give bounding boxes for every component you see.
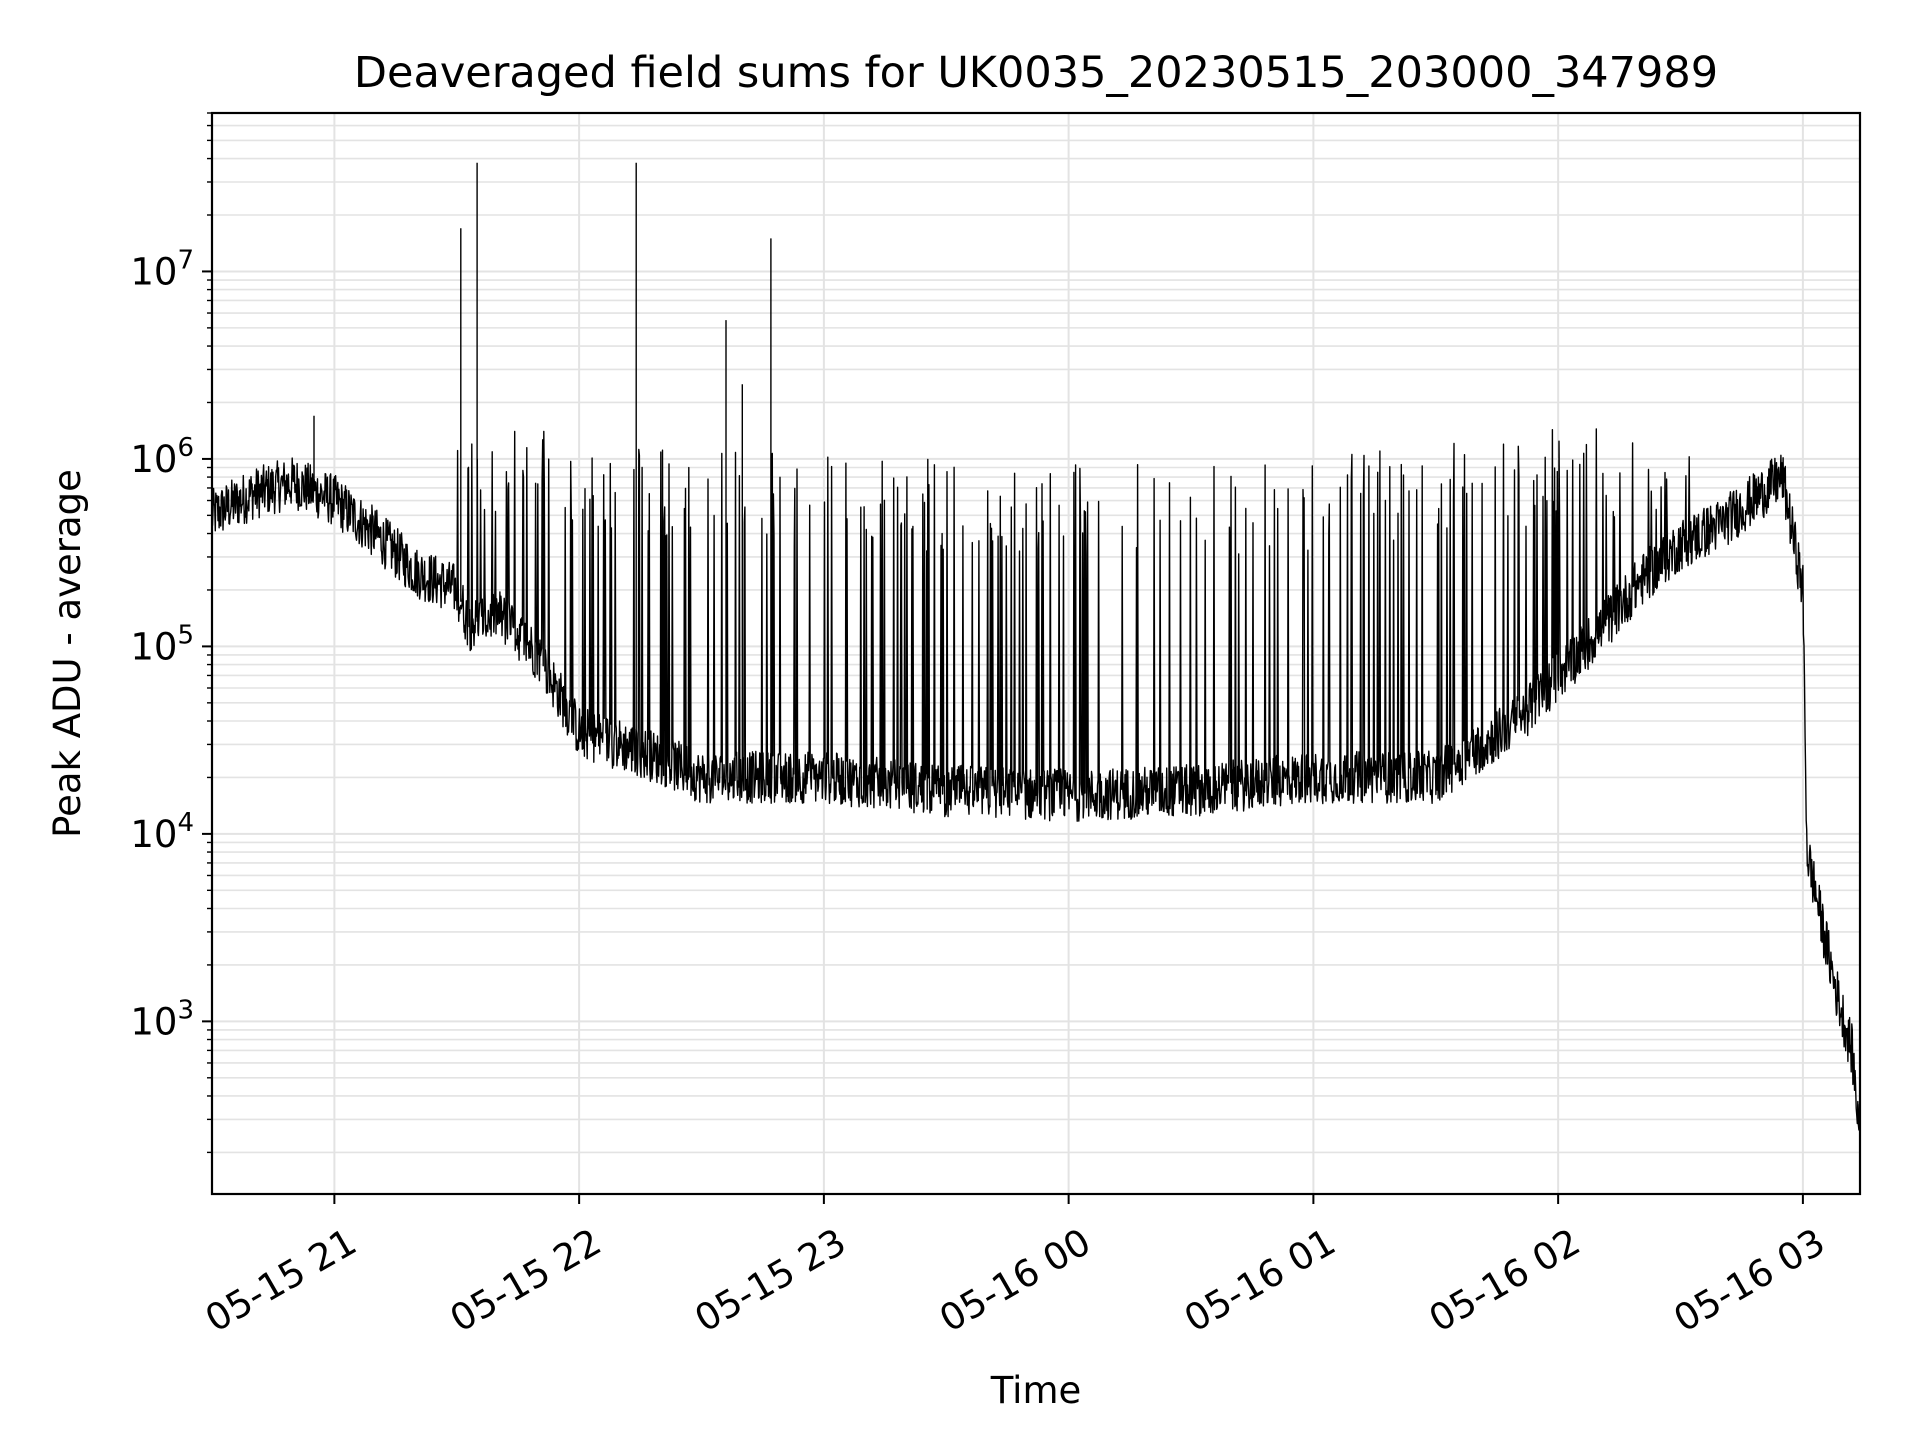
y-tick-label: 106	[130, 433, 194, 481]
y-tick-label: 107	[130, 245, 194, 293]
y-axis-label: Peak ADU - average	[46, 469, 89, 838]
y-tick-label: 104	[130, 808, 194, 856]
y-axis: 103 104 105 106 107	[130, 112, 212, 1154]
plot-frame	[210, 111, 1862, 1196]
y-tick-label: 103	[130, 995, 194, 1043]
x-axis-label: Time	[990, 1369, 1082, 1412]
series-line	[211, 162, 1861, 1140]
chart-title: Deaveraged field sums for UK0035_2023051…	[354, 48, 1718, 98]
y-tick-label: 105	[130, 620, 194, 668]
